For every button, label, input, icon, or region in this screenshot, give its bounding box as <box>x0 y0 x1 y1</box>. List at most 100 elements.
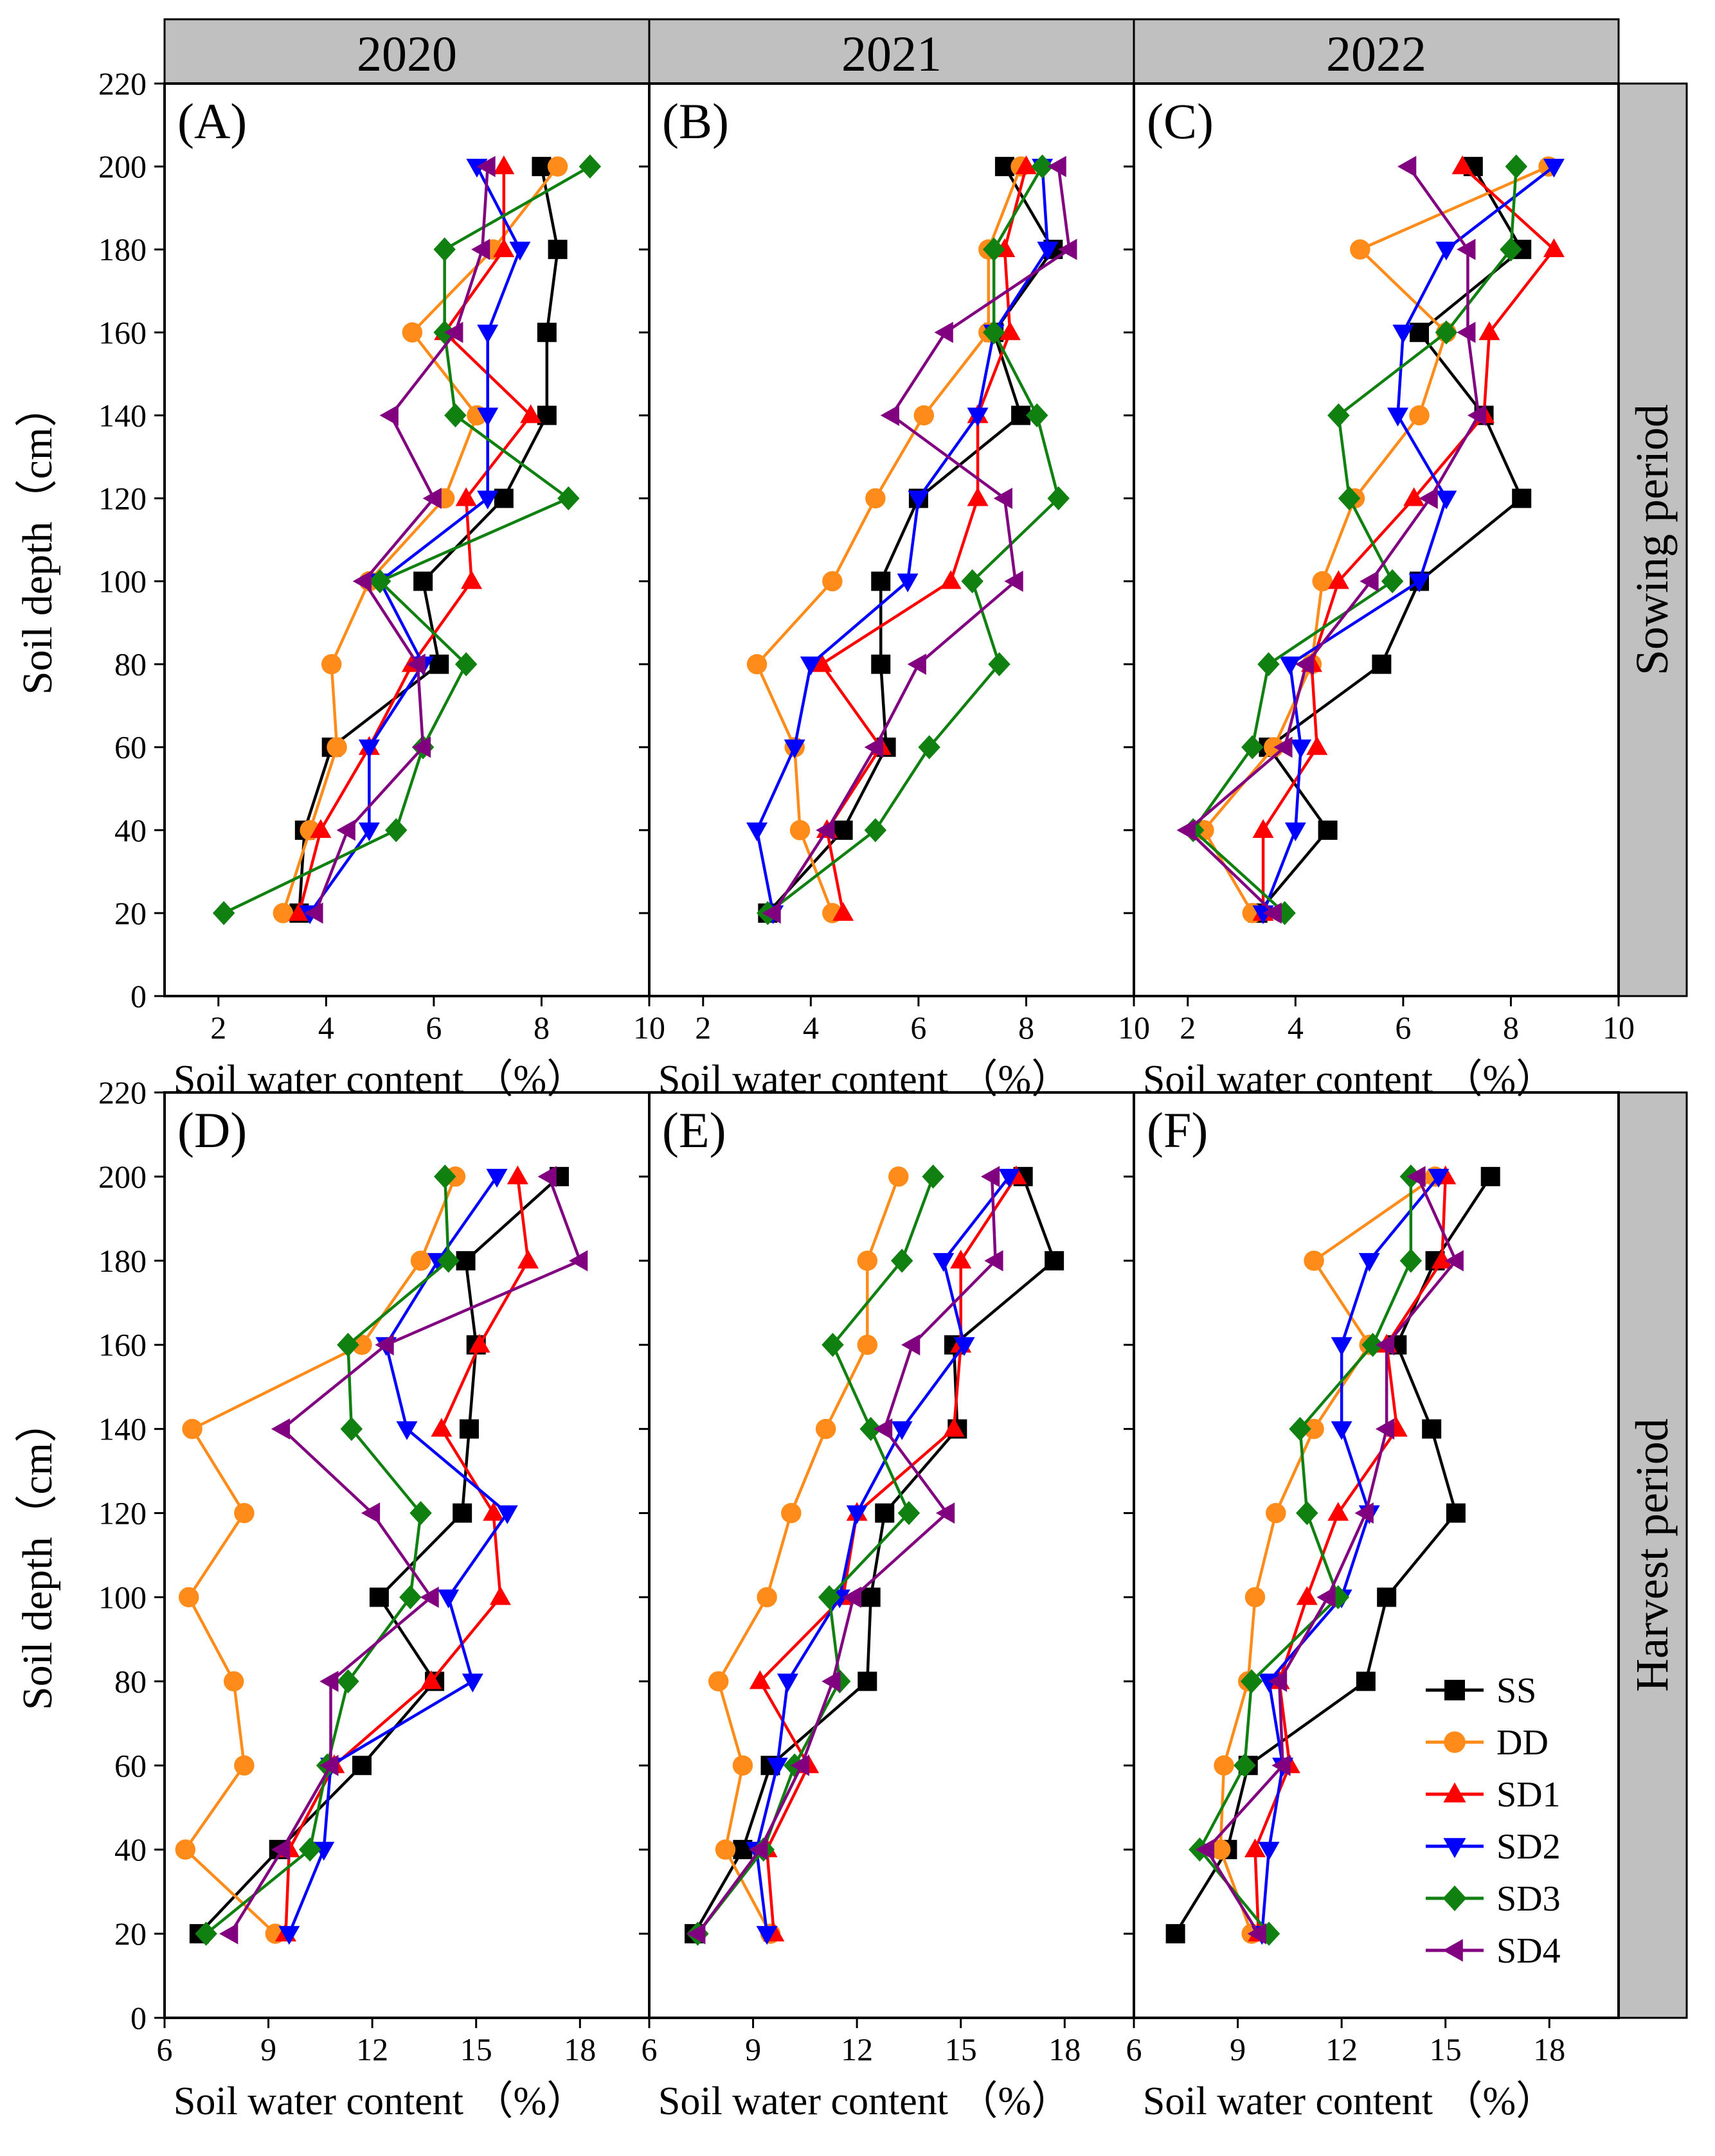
data-point-DD <box>757 1587 777 1608</box>
data-point-SD3 <box>399 1585 422 1610</box>
data-point-DD <box>178 1587 199 1608</box>
data-point-SD1 <box>943 1418 965 1437</box>
data-point-SD4 <box>816 819 835 841</box>
panel-label: (D) <box>177 1102 247 1158</box>
series-SD3 <box>757 154 1070 925</box>
data-point-SD1 <box>832 902 854 921</box>
data-point-SD3 <box>1234 1753 1256 1778</box>
series-SS <box>289 157 568 923</box>
data-point-SD4 <box>880 404 899 426</box>
x-tick-label: 6 <box>1126 2031 1142 2067</box>
data-point-DD <box>1350 239 1370 260</box>
series-DD <box>1210 1166 1446 1944</box>
data-point-DD <box>1214 1755 1234 1776</box>
data-point-SS <box>429 654 449 674</box>
series-line-SD4 <box>229 1176 582 1935</box>
data-point-SD4 <box>687 1923 706 1945</box>
data-point-DD <box>223 1671 244 1692</box>
y-tick-label: 80 <box>114 1663 147 1699</box>
data-point-SD4 <box>471 238 490 260</box>
data-point-SD2 <box>1331 1337 1352 1356</box>
data-point-SD2 <box>846 1505 868 1524</box>
data-point-SD4 <box>361 1502 381 1524</box>
data-point-SD1 <box>469 1333 490 1353</box>
series-DD <box>708 1166 909 1944</box>
y-tick-label: 40 <box>114 1831 147 1867</box>
data-point-SS <box>994 157 1014 177</box>
data-point-SD4 <box>569 1250 588 1272</box>
data-point-SD2 <box>477 490 499 510</box>
data-point-SD4 <box>379 404 399 426</box>
x-axis-title: Soil water content （%） <box>1143 2080 1556 2123</box>
series-DD <box>273 156 568 923</box>
data-point-SD3 <box>822 1332 844 1357</box>
data-point-SD4 <box>1195 1839 1215 1860</box>
data-point-SD3 <box>337 1332 359 1357</box>
row-title-harvest: Harvest period <box>1626 1418 1678 1692</box>
legend-marker-DD <box>1444 1731 1466 1753</box>
series-line-SD4 <box>1185 165 1480 914</box>
data-point-SD1 <box>950 1249 972 1269</box>
data-point-SD3 <box>444 403 467 428</box>
column-title-2020: 2020 <box>357 26 457 82</box>
data-point-SS <box>1011 405 1031 425</box>
x-tick-label: 6 <box>642 2031 658 2067</box>
panel-F: 6 9 12 15 18 Soil water content （%） (F) <box>1124 1091 1620 2123</box>
data-point-SD1 <box>420 1670 442 1689</box>
data-point-DD <box>781 1502 802 1524</box>
data-point-SD4 <box>319 1754 339 1776</box>
data-point-SD4 <box>1360 571 1379 592</box>
data-point-SD2 <box>1331 1421 1352 1440</box>
data-point-SD1 <box>483 1502 505 1521</box>
series-line-SD1 <box>1253 1176 1447 1934</box>
data-point-SS <box>532 157 552 177</box>
data-point-SD2 <box>313 1842 335 1861</box>
data-point-SD2 <box>486 1168 508 1188</box>
series-line-SD2 <box>309 166 522 914</box>
data-point-SD4 <box>842 1586 861 1608</box>
x-tick-label: 2 <box>1180 1010 1196 1046</box>
data-point-SD4 <box>1406 1166 1426 1188</box>
y-tick-label: 140 <box>98 397 147 433</box>
data-point-DD <box>1304 1418 1324 1439</box>
data-point-DD <box>1266 1502 1286 1524</box>
x-tick-label: 9 <box>260 2031 276 2067</box>
legend-marker-SS <box>1444 1680 1465 1700</box>
plot-frame <box>1133 82 1620 997</box>
data-point-SD4 <box>980 1166 1000 1188</box>
data-point-SD4 <box>1397 156 1417 177</box>
x-tick-label: 6 <box>1395 1010 1411 1046</box>
data-point-SS <box>456 1251 476 1270</box>
x-tick-label: 6 <box>910 1010 926 1046</box>
y-tick-label: 60 <box>114 729 147 765</box>
data-point-SD4 <box>1457 321 1476 343</box>
data-point-DD <box>1409 405 1430 426</box>
data-point-SD1 <box>507 1165 528 1184</box>
data-point-SS <box>871 654 891 674</box>
data-point-DD <box>175 1839 196 1860</box>
data-point-SD4 <box>1268 1670 1288 1692</box>
data-point-SD4 <box>1273 736 1293 758</box>
data-point-DD <box>1312 571 1333 592</box>
series-line-SD4 <box>314 166 489 914</box>
data-point-SD2 <box>438 1589 460 1608</box>
series-line-SD1 <box>284 1176 530 1934</box>
column-title-2022: 2022 <box>1326 26 1426 82</box>
data-point-SS <box>1045 1251 1064 1270</box>
data-point-SD3 <box>864 818 887 842</box>
data-point-SD3 <box>890 1249 913 1273</box>
series-SS <box>1248 157 1532 923</box>
data-point-SD4 <box>336 819 355 841</box>
data-point-SD4 <box>411 736 431 758</box>
data-point-SD3 <box>1296 1501 1318 1526</box>
data-point-SS <box>733 1840 753 1860</box>
data-point-DD <box>857 1251 878 1271</box>
series-SD2 <box>1252 159 1565 925</box>
data-point-SD3 <box>961 569 983 594</box>
series-line-SS <box>693 1176 1056 1935</box>
data-point-SD2 <box>1543 159 1565 178</box>
data-point-SD2 <box>1435 242 1457 261</box>
data-point-SS <box>537 405 557 425</box>
data-point-SD2 <box>746 822 768 842</box>
